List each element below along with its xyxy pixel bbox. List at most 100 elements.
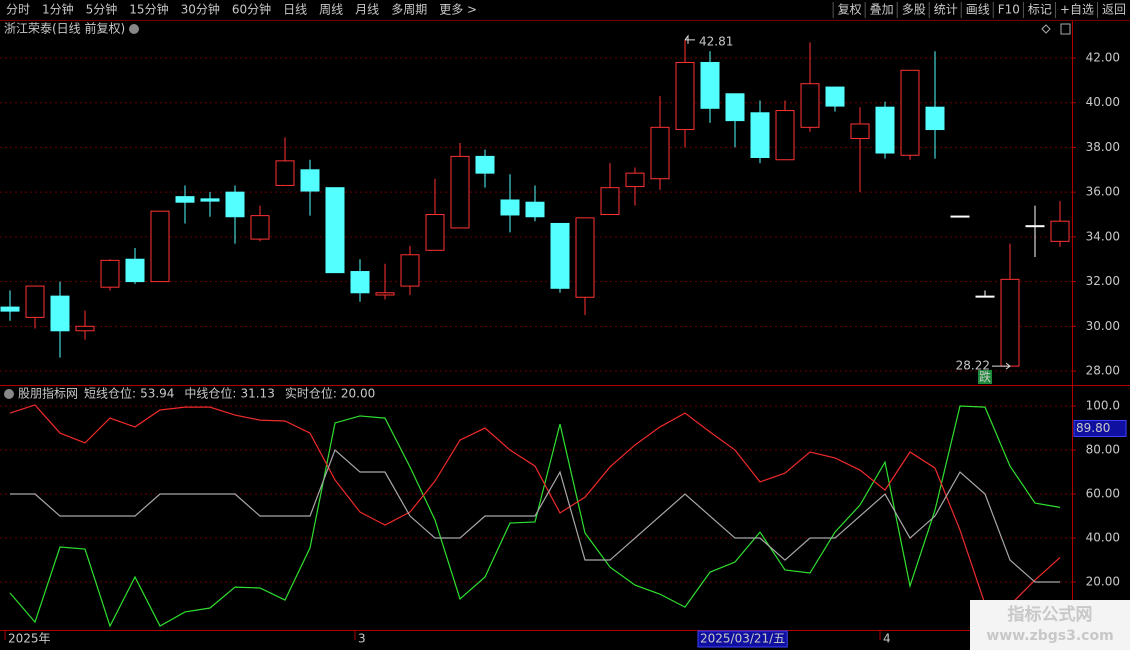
candle-body [1050,220,1070,242]
candle-body [500,199,520,216]
candle-body [1025,225,1045,228]
toolbar-tab[interactable]: 15分钟 [129,2,168,17]
toolbar-button[interactable]: 叠加 [870,3,894,17]
candle-body [275,160,295,186]
candle-body [300,169,320,192]
watermark-box [970,600,1130,650]
toolbar-tab[interactable]: 日线 [283,3,307,17]
candle-body [525,201,545,218]
annotation-arrow [684,34,695,44]
y-tick-label: 42.00 [1086,50,1120,64]
candle-body [750,112,770,158]
y-tick-label: 38.00 [1086,140,1120,154]
candle-body [175,196,195,203]
x-tick-label: 2025/03/21/五 [700,632,785,646]
toolbar-button[interactable]: F10 [998,3,1020,17]
toolbar-button[interactable]: 返回 [1102,3,1126,17]
candle-body [825,86,845,107]
candle-body [1000,278,1020,367]
toolbar-button[interactable]: 复权 [838,3,862,17]
y-tick-label: 80.00 [1086,443,1120,457]
candle-body [150,210,170,283]
indicator-line [10,449,1060,583]
toolbar-button[interactable]: 画线 [966,3,990,17]
candle-body [100,259,120,288]
toolbar-tab[interactable]: 多周期 [391,3,427,17]
y-tick-label: 36.00 [1086,185,1120,199]
y-tick-label: 60.00 [1086,487,1120,501]
candle-body [350,271,370,294]
panel-icon[interactable] [1060,23,1071,35]
candle-body [775,110,795,161]
toolbar-tab[interactable]: 1分钟 [42,2,74,17]
legend-value: 53.94 [140,387,174,401]
watermark-url: www.zbgs3.com [986,628,1113,644]
y-tick-label: 100.0 [1086,399,1120,413]
candle-body [475,155,495,174]
candle-body [950,215,970,218]
toolbar-tab[interactable]: 月线 [355,3,379,17]
y-tick-label: 40.00 [1086,95,1120,109]
annotation-label: 28.22 [956,359,990,373]
toolbar-button[interactable]: 统计 [934,3,958,17]
candle-body [575,217,595,298]
candle-body [875,106,895,154]
toolbar-button[interactable]: 标记 [1028,3,1052,17]
cursor-label: 89.80 [1076,421,1110,435]
candle-body [450,155,470,229]
legend-value: 20.00 [341,387,375,401]
toolbar-button[interactable]: +自选 [1060,3,1094,17]
signal-box [978,370,992,384]
toolbar-tab[interactable]: 30分钟 [181,2,220,17]
candle-body [900,69,920,156]
chart-title: 浙江荣泰(日线 前复权) [4,21,125,36]
legend-name: 短线仓位: [84,386,136,401]
signal-label: 跌 [979,369,991,384]
watermark-title: 指标公式网 [1008,604,1093,625]
candle-body [375,292,395,296]
y-tick-label: 32.00 [1086,274,1120,288]
toolbar-tab[interactable]: 5分钟 [86,2,118,17]
y-tick-label: 20.00 [1086,575,1120,589]
x-tick-label: 4 [883,632,891,646]
candle-body [700,61,720,109]
candle-body [250,215,270,240]
candle-body [650,126,670,180]
y-tick-label: 34.00 [1086,229,1120,243]
candle-body [850,123,870,139]
candle-body [200,198,220,202]
x-tick-label: 2025年 [8,632,51,646]
diamond-icon[interactable] [1041,24,1051,34]
title-menu-icon[interactable] [129,24,139,34]
candle-body [625,172,645,188]
candle-body [75,325,95,332]
x-tick-label: 3 [358,632,366,646]
annotation-arrow [992,362,1011,370]
indicator-menu-icon[interactable] [4,389,14,399]
legend-name: 中线仓位: [184,386,236,401]
toolbar-button[interactable]: 多股 [902,3,926,17]
candle-body [675,61,695,131]
cursor-box [1073,419,1127,437]
indicator-line [9,404,1061,606]
highlight-box [697,630,788,648]
candle-body [725,93,745,122]
candle-body [125,258,145,283]
legend-value: 31.13 [240,387,274,401]
toolbar-tab[interactable]: 分时 [6,3,30,17]
indicator-title: 股朋指标网 [18,386,78,401]
candle-body [50,295,70,332]
candle-body [25,285,45,318]
candle-body [975,295,995,298]
toolbar-tab[interactable]: 更多 > [439,3,477,17]
toolbar-tab[interactable]: 60分钟 [232,2,271,17]
candle-body [0,306,20,312]
y-tick-label: 28.00 [1086,364,1120,378]
candle-body [600,187,620,216]
legend-name: 实时仓位: [285,386,337,401]
y-tick-label: 30.00 [1086,319,1120,333]
toolbar-tab[interactable]: 周线 [319,3,343,17]
